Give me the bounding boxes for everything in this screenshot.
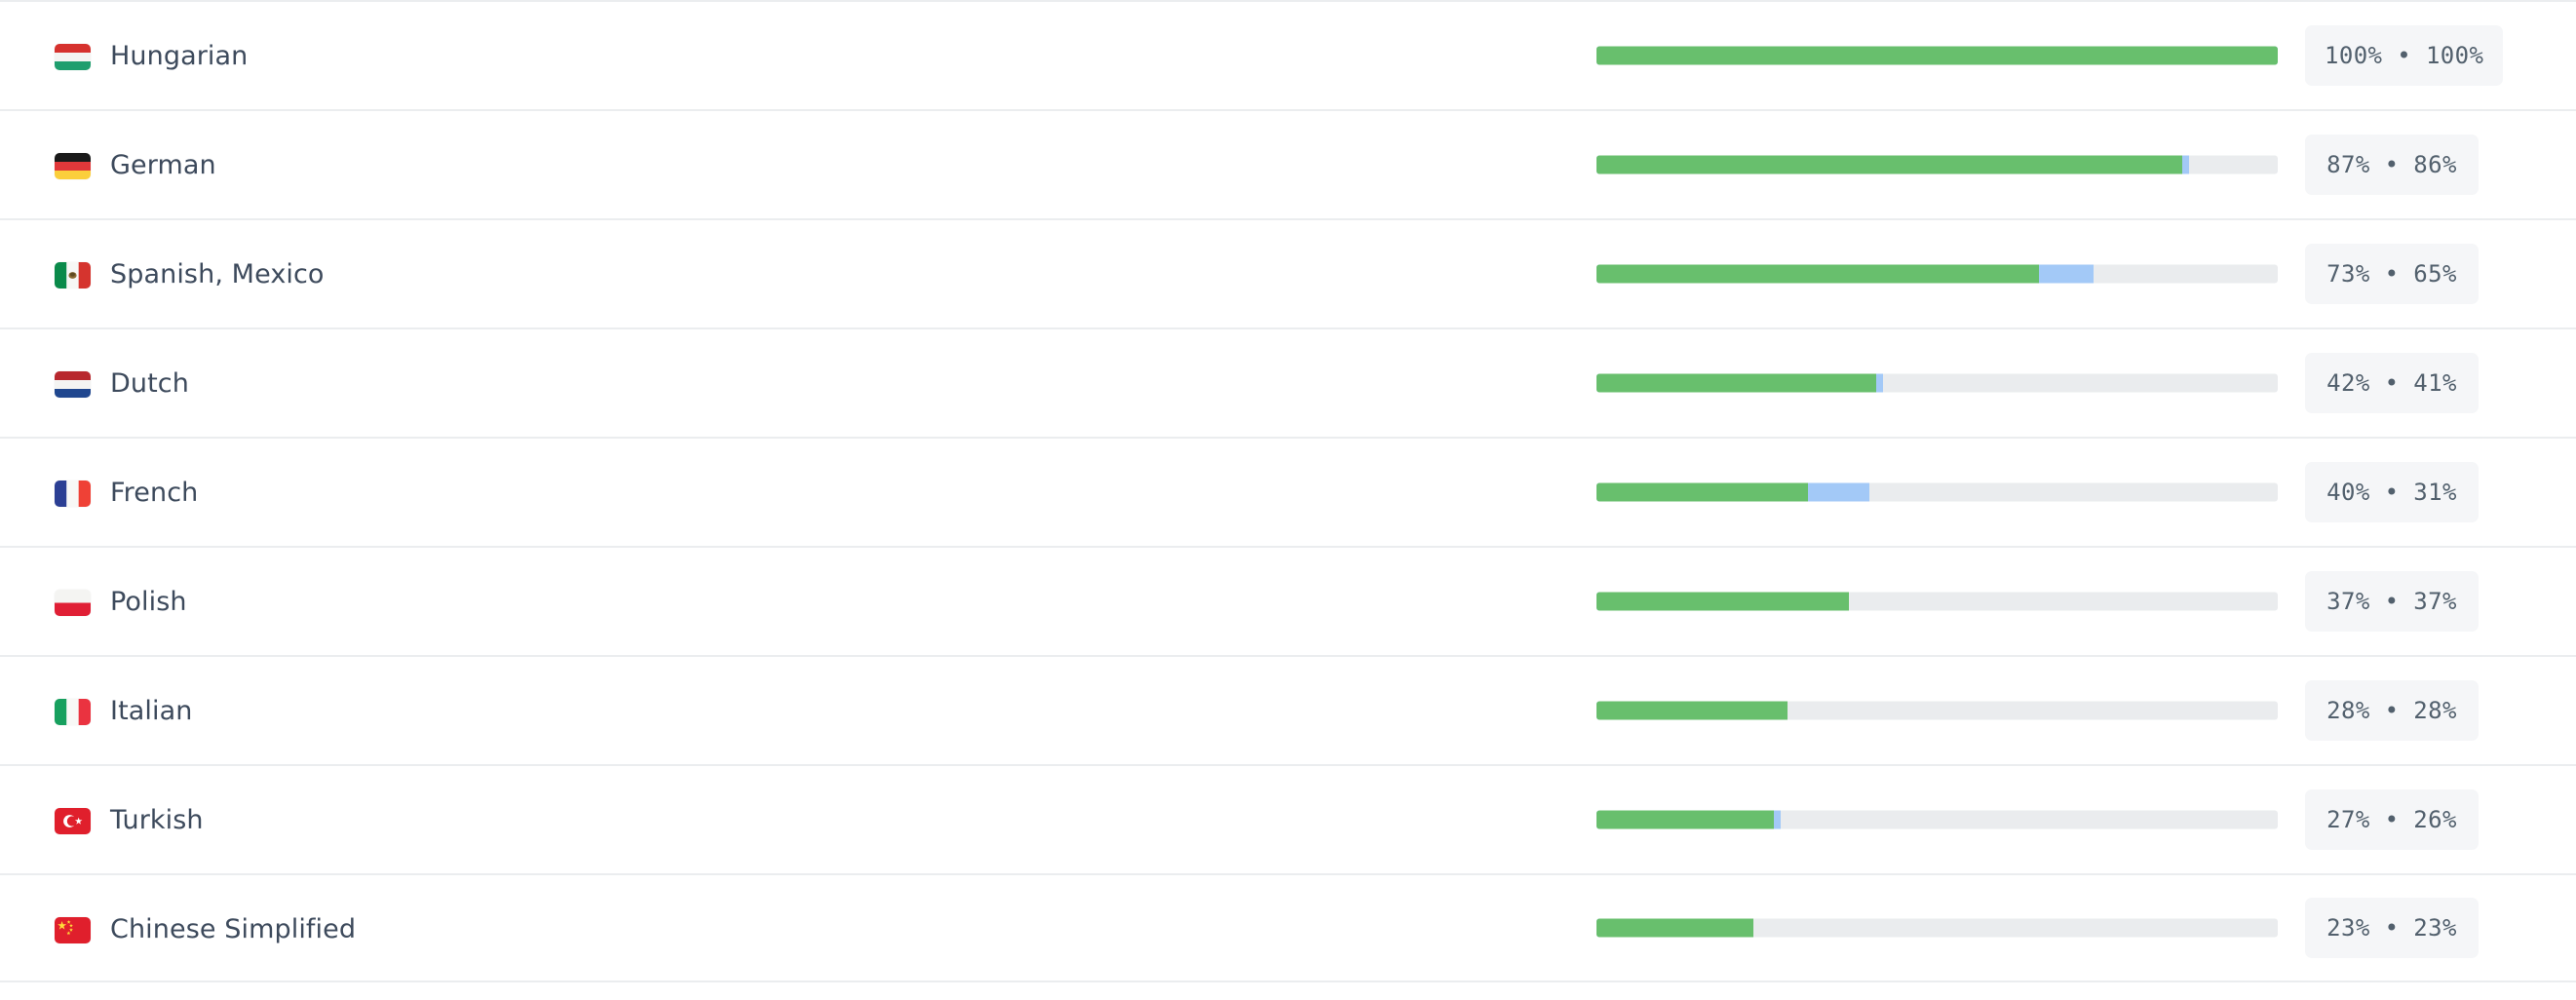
progress-track	[1596, 701, 2278, 720]
flag-italy-icon	[55, 698, 91, 725]
language-name: Italian	[110, 696, 193, 726]
translation-progress-bar	[1596, 592, 2278, 611]
progress-approved-segment	[1596, 810, 1774, 829]
progress-track	[1596, 373, 2278, 393]
language-row[interactable]: Dutch 42% • 41%	[0, 327, 2576, 437]
progress-track	[1596, 264, 2278, 284]
percent-badge-label: 73% • 65%	[2326, 260, 2457, 288]
language-row[interactable]: Hungarian 100% • 100%	[0, 0, 2576, 109]
percent-badge: 87% • 86%	[2305, 135, 2479, 195]
progress-approved-segment	[1596, 918, 1753, 938]
percent-badge-label: 28% • 28%	[2326, 697, 2457, 724]
progress-track	[1596, 810, 2278, 829]
progress-track	[1596, 46, 2278, 65]
percent-badge: 37% • 37%	[2305, 571, 2479, 632]
progress-approved-segment	[1596, 373, 1876, 393]
percent-badge: 23% • 23%	[2305, 898, 2479, 958]
percent-badge-label: 23% • 23%	[2326, 914, 2457, 942]
translation-progress-bar	[1596, 810, 2278, 829]
progress-approved-segment	[1596, 482, 1808, 502]
percent-badge-label: 37% • 37%	[2326, 588, 2457, 615]
language-name: German	[110, 150, 216, 180]
language-row[interactable]: Spanish, Mexico 73% • 65%	[0, 218, 2576, 327]
flag-germany-icon	[55, 152, 91, 179]
percent-badge: 73% • 65%	[2305, 244, 2479, 304]
percent-badge-label: 40% • 31%	[2326, 479, 2457, 506]
language-name: Hungarian	[110, 41, 249, 71]
language-name: French	[110, 478, 199, 508]
percent-badge: 28% • 28%	[2305, 680, 2479, 741]
progress-track	[1596, 918, 2278, 938]
language-name: Dutch	[110, 368, 189, 399]
language-identity: Spanish, Mexico	[55, 220, 325, 329]
translation-progress-bar	[1596, 264, 2278, 284]
language-row[interactable]: French 40% • 31%	[0, 437, 2576, 546]
translation-progress-bar	[1596, 701, 2278, 720]
translation-progress-bar	[1596, 373, 2278, 393]
flag-china-icon	[55, 916, 91, 943]
language-identity: German	[55, 111, 216, 220]
language-name: Spanish, Mexico	[110, 259, 325, 289]
flag-mexico-icon	[55, 261, 91, 288]
flag-hungary-icon	[55, 43, 91, 70]
flag-turkey-icon	[55, 807, 91, 834]
percent-badge-label: 27% • 26%	[2326, 806, 2457, 833]
language-identity: Turkish	[55, 766, 204, 875]
progress-approved-segment	[1596, 701, 1788, 720]
language-name: Turkish	[110, 805, 204, 835]
language-row[interactable]: Italian 28% • 28%	[0, 655, 2576, 764]
progress-approved-segment	[1596, 592, 1849, 611]
percent-badge: 40% • 31%	[2305, 462, 2479, 522]
percent-badge-label: 42% • 41%	[2326, 369, 2457, 397]
language-identity: French	[55, 439, 198, 548]
language-row[interactable]: Chinese Simplified 23% • 23%	[0, 873, 2576, 982]
percent-badge-label: 87% • 86%	[2326, 151, 2457, 178]
progress-track	[1596, 482, 2278, 502]
percent-badge: 42% • 41%	[2305, 353, 2479, 413]
flag-netherlands-icon	[55, 370, 91, 398]
language-identity: Italian	[55, 657, 192, 766]
progress-approved-segment	[1596, 155, 2183, 174]
translation-progress-bar	[1596, 46, 2278, 65]
progress-approved-segment	[1596, 46, 2278, 65]
flag-poland-icon	[55, 589, 91, 616]
language-name: Polish	[110, 587, 187, 617]
language-identity: Dutch	[55, 329, 189, 439]
language-row[interactable]: Turkish 27% • 26%	[0, 764, 2576, 873]
progress-track	[1596, 592, 2278, 611]
progress-track	[1596, 155, 2278, 174]
translation-progress-bar	[1596, 155, 2278, 174]
percent-badge: 27% • 26%	[2305, 789, 2479, 850]
percent-badge-label: 100% • 100%	[2325, 42, 2484, 69]
flag-france-icon	[55, 480, 91, 507]
translation-progress-bar	[1596, 918, 2278, 938]
language-identity: Chinese Simplified	[55, 875, 356, 984]
language-identity: Polish	[55, 548, 187, 657]
percent-badge: 100% • 100%	[2305, 25, 2504, 86]
language-identity: Hungarian	[55, 2, 248, 111]
language-row[interactable]: Polish 37% • 37%	[0, 546, 2576, 655]
translation-progress-bar	[1596, 482, 2278, 502]
language-row[interactable]: German 87% • 86%	[0, 109, 2576, 218]
language-name: Chinese Simplified	[110, 914, 357, 944]
progress-approved-segment	[1596, 264, 2040, 284]
